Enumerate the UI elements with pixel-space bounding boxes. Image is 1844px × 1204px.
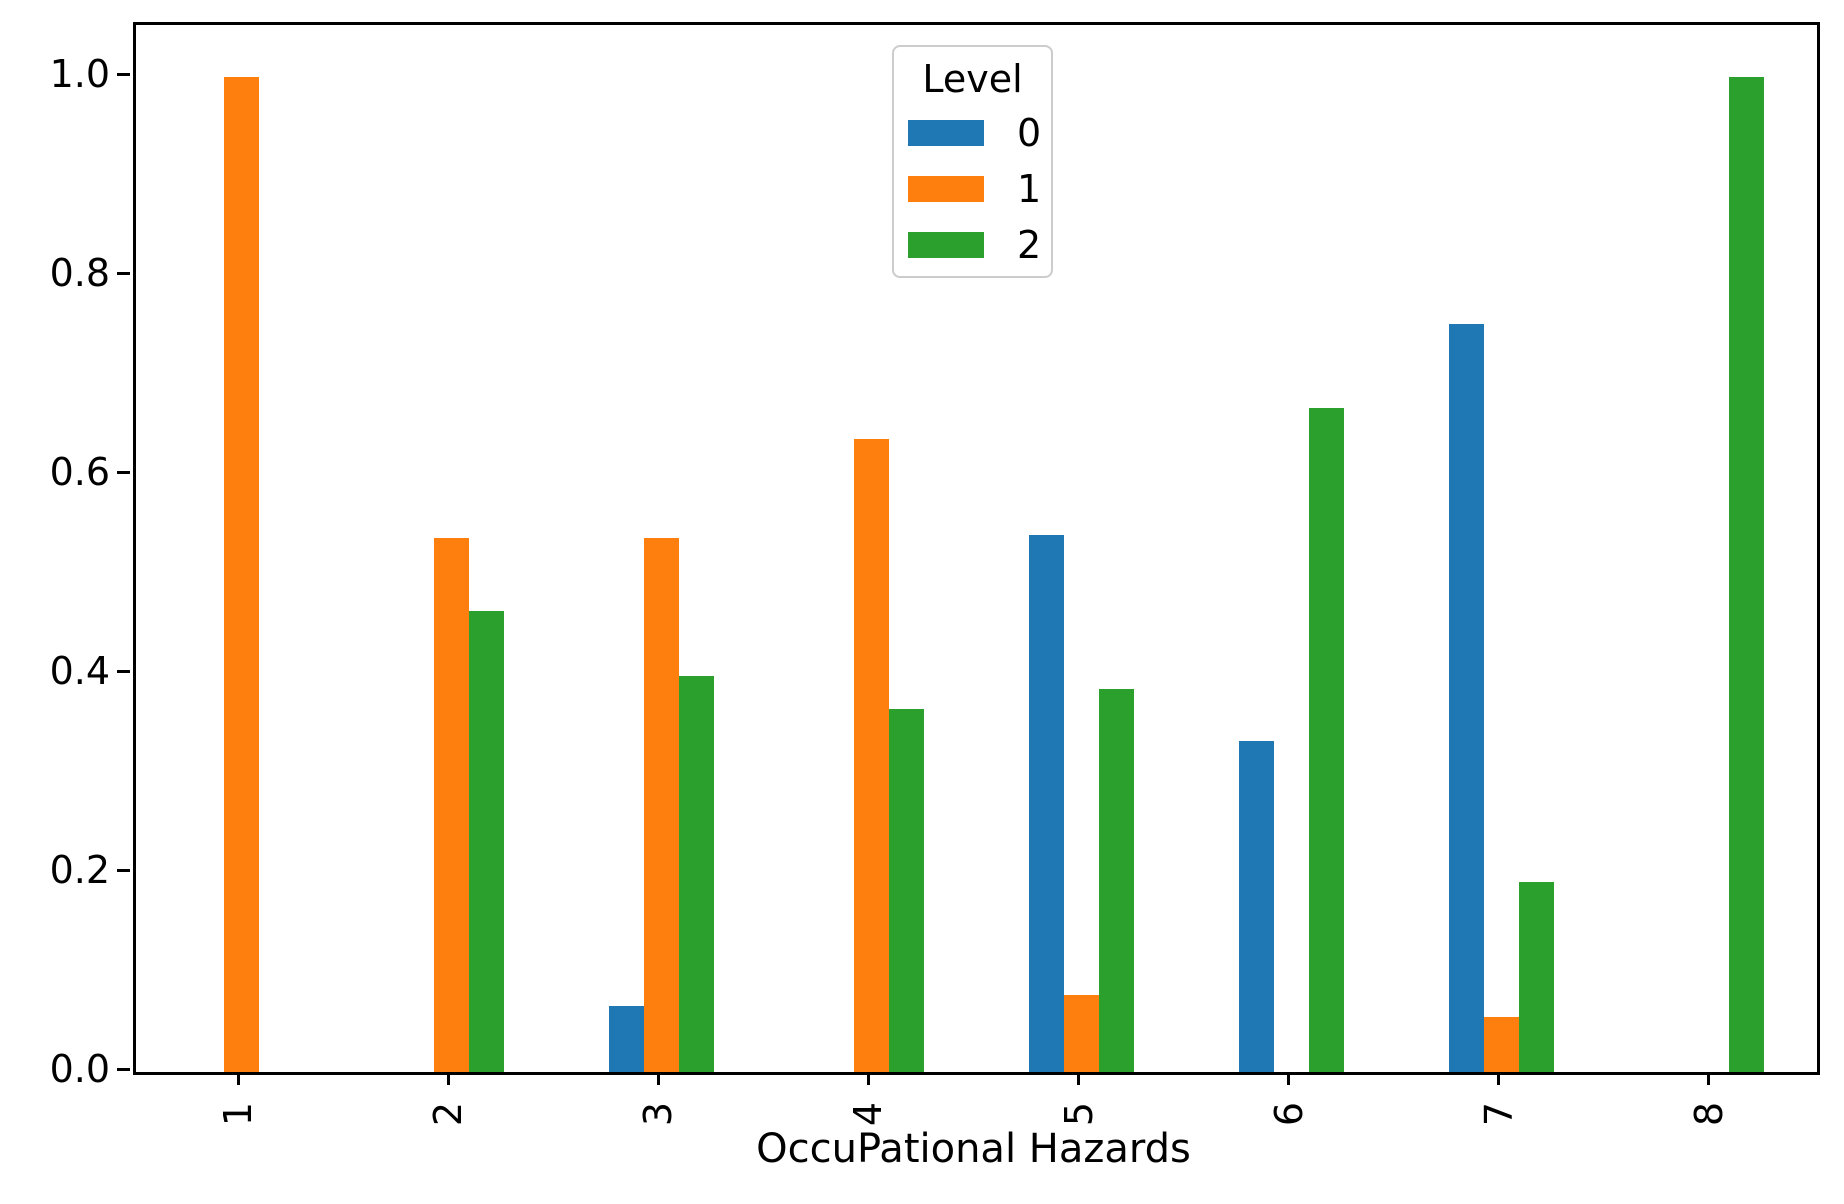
x-tick-mark-5 — [1077, 1072, 1081, 1085]
bar-group5-level2 — [1099, 689, 1135, 1072]
bar-group3-level1 — [643, 538, 679, 1072]
bar-group7-level0 — [1449, 324, 1485, 1072]
bar-group5-level1 — [1064, 995, 1100, 1072]
legend-label-level-1: 1 — [1017, 167, 1042, 211]
x-tick-mark-6 — [1287, 1072, 1291, 1085]
y-tick-mark-0.0 — [117, 1068, 130, 1071]
legend-entry-1: 1 — [908, 167, 1042, 211]
y-tick-label-0.0: 0.0 — [49, 1047, 110, 1091]
y-tick-mark-1.0 — [117, 73, 130, 76]
bar-group4-level2 — [888, 709, 924, 1072]
x-tick-mark-4 — [866, 1072, 870, 1085]
bar-group5-level0 — [1029, 535, 1065, 1072]
bar-group6-level0 — [1239, 741, 1275, 1072]
legend-swatch-level-0 — [908, 120, 984, 146]
x-axis-title: OccuPational Hazards — [756, 1126, 1191, 1172]
bar-group7-level1 — [1484, 1017, 1520, 1072]
legend-label-level-0: 0 — [1017, 111, 1042, 155]
legend-swatch-level-2 — [908, 232, 984, 258]
legend-title: Level — [922, 57, 1023, 101]
x-tick-mark-3 — [656, 1072, 660, 1085]
y-tick-mark-0.6 — [117, 471, 130, 474]
y-tick-label-0.2: 0.2 — [49, 848, 110, 892]
bar-group1-level1 — [223, 77, 259, 1072]
y-tick-label-0.8: 0.8 — [49, 251, 110, 295]
x-tick-mark-8 — [1707, 1072, 1711, 1085]
bar-group6-level2 — [1309, 408, 1345, 1072]
y-tick-mark-0.4 — [117, 670, 130, 673]
y-tick-label-0.6: 0.6 — [49, 450, 110, 494]
y-tick-mark-0.8 — [117, 272, 130, 275]
bar-group3-level0 — [608, 1006, 644, 1072]
bar-group3-level2 — [678, 676, 714, 1072]
legend-label-level-2: 2 — [1017, 223, 1042, 267]
bar-group4-level1 — [853, 439, 889, 1072]
legend-entry-0: 0 — [908, 111, 1042, 155]
x-tick-mark-2 — [446, 1072, 450, 1085]
y-tick-mark-0.2 — [117, 869, 130, 872]
legend-entry-2: 2 — [908, 223, 1042, 267]
legend-swatch-level-1 — [908, 176, 984, 202]
bar-group2-level2 — [468, 611, 504, 1072]
bar-group8-level2 — [1729, 77, 1765, 1072]
y-tick-label-0.4: 0.4 — [49, 649, 110, 693]
y-tick-label-1.0: 1.0 — [49, 52, 110, 96]
x-tick-mark-1 — [236, 1072, 240, 1085]
bar-group2-level1 — [433, 538, 469, 1072]
legend: Level 0 1 2 — [892, 45, 1053, 278]
bar-group7-level2 — [1519, 882, 1555, 1072]
x-tick-mark-7 — [1497, 1072, 1501, 1085]
